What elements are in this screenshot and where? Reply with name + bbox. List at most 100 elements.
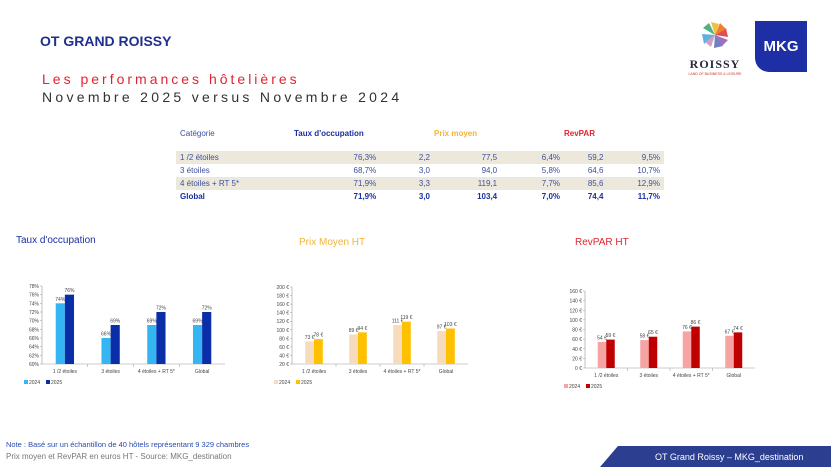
roissy-flower-icon (702, 22, 728, 48)
bar-2025 (446, 328, 455, 364)
y-tick-label: 180 € (276, 294, 289, 300)
table-row: Global 71,9% 3,0 103,4 7,0% 74,4 11,7% (176, 190, 664, 203)
bar-2024 (349, 334, 358, 364)
bar-2025 (64, 294, 75, 364)
row-value: 71,9% (353, 192, 377, 201)
row-value: 3,0 (418, 192, 430, 201)
roissy-tagline: LAND OF BUSINESS & LEISURE (688, 72, 742, 76)
y-tick-label: 68% (29, 327, 40, 333)
row-value: 119,1 (434, 177, 502, 190)
y-tick-label: 100 € (569, 318, 582, 324)
row-category: Global (180, 192, 205, 201)
row-value: 3,3 (380, 177, 434, 190)
bar-2024 (147, 325, 157, 364)
legend-label: 2024 (569, 384, 580, 390)
table-header-row: Catégorie Taux d'occupation Prix moyen R… (176, 129, 664, 151)
revpar-chart: 0 € 20 € 40 € 60 € 80 € 100 € 120 € 140 € 160 € 1… (564, 289, 755, 390)
y-tick-label: 20 € (279, 362, 289, 368)
y-tick-label: 20 € (572, 356, 582, 362)
data-label: 74% (55, 297, 66, 303)
performance-table: Catégorie Taux d'occupation Prix moyen R… (176, 129, 664, 203)
x-tick-label: 1 /2 étoiles (53, 369, 78, 375)
y-tick-label: 40 € (572, 347, 582, 353)
y-tick-label: 160 € (276, 302, 289, 308)
chart-title-price: Prix Moyen HT (299, 237, 366, 248)
occupancy-chart: 60% 62% 64% 66% 68% 70% 72% 74% 76% 78% 1 /2 étoil… (24, 284, 225, 386)
table-row: 3 étoiles 68,7% 3,0 94,0 5,8% 64,6 10,7% (176, 164, 664, 177)
data-label: 111 € (392, 319, 404, 325)
bar-2024 (55, 303, 65, 364)
x-tick-label: 4 étoiles + RT 5* (384, 369, 421, 375)
table-row: 1 /2 étoiles 76,3% 2,2 77,5 6,4% 59,2 9,5% (176, 151, 664, 164)
legend-label: 2024 (29, 380, 40, 386)
legend-swatch (274, 380, 278, 384)
data-label: 89 € (349, 328, 359, 334)
bar-2024 (437, 331, 446, 364)
header-category: Catégorie (180, 129, 215, 138)
bar-2024 (725, 335, 734, 368)
x-tick-label: 1 /2 étoiles (594, 373, 619, 379)
data-label: 59 € (606, 333, 616, 339)
legend-swatch (296, 380, 300, 384)
table-row: 4 étoiles + RT 5* 71,9% 3,3 119,1 7,7% 85,6 12… (176, 177, 664, 190)
row-value: 7,7% (501, 177, 564, 190)
legend-label: 2025 (591, 384, 602, 390)
row-category: 1 /2 étoiles (176, 151, 294, 164)
header-occupancy: Taux d'occupation (294, 129, 364, 138)
data-label: 69% (193, 319, 204, 325)
y-tick-label: 76% (29, 293, 40, 299)
bar-2024 (682, 331, 692, 368)
roissy-logo: ROISSY LAND OF BUSINESS & LEISURE (684, 20, 746, 76)
row-category: 4 étoiles + RT 5* (176, 177, 294, 190)
row-value: 71,9% (294, 177, 381, 190)
page-title: Les performances hôtelières (42, 71, 300, 87)
bar-2025 (691, 326, 700, 368)
x-tick-label: 1 /2 étoiles (302, 369, 327, 375)
y-tick-label: 64% (29, 345, 40, 351)
row-value: 11,7% (637, 192, 660, 201)
data-label: 54 € (597, 336, 607, 342)
row-value: 12,9% (607, 177, 664, 190)
y-tick-label: 100 € (276, 328, 289, 334)
legend-label: 2025 (301, 380, 312, 386)
bar-2024 (640, 340, 649, 368)
y-tick-label: 40 € (279, 353, 289, 359)
bar-2025 (314, 339, 323, 364)
bar-2024 (101, 338, 111, 364)
legend-swatch (46, 380, 50, 384)
x-tick-label: Global (195, 369, 209, 375)
bar-2024 (393, 325, 402, 364)
y-tick-label: 0 € (575, 366, 582, 372)
y-tick-label: 80 € (279, 336, 289, 342)
chart-title-occupancy: Taux d'occupation (16, 235, 96, 246)
legend-label: 2025 (51, 380, 62, 386)
row-value: 6,4% (501, 151, 564, 164)
x-tick-label: Global (439, 369, 453, 375)
data-label: 76% (64, 288, 75, 294)
row-value: 2,2 (380, 151, 434, 164)
data-label: 69% (147, 319, 158, 325)
row-value: 76,3% (294, 151, 381, 164)
bar-2025 (402, 321, 411, 364)
data-label: 67 € (725, 329, 735, 335)
y-tick-label: 60 € (279, 345, 289, 351)
chart-title-revpar: RevPAR HT (575, 237, 629, 248)
data-label: 94 € (358, 326, 368, 332)
data-label: 72% (156, 306, 167, 312)
data-label: 119 € (400, 315, 412, 321)
row-value: 59,2 (564, 151, 608, 164)
page-subtitle: Novembre 2025 versus Novembre 2024 (42, 89, 403, 105)
mkg-logo: MKG (755, 21, 807, 72)
source-note: Prix moyen et RevPAR en euros HT - Sourc… (6, 452, 232, 461)
data-label: 74 € (733, 326, 743, 332)
y-tick-label: 60 € (572, 337, 582, 343)
legend-swatch (586, 384, 590, 388)
x-tick-label: 4 étoiles + RT 5* (138, 369, 175, 375)
x-tick-label: 3 étoiles (639, 373, 658, 379)
header-revpar: RevPAR (564, 129, 595, 138)
row-value: 85,6 (564, 177, 608, 190)
data-label: 78 € (314, 333, 324, 339)
data-label: 103 € (444, 322, 457, 328)
row-category: 3 étoiles (180, 166, 210, 175)
row-value: 7,0% (541, 192, 560, 201)
